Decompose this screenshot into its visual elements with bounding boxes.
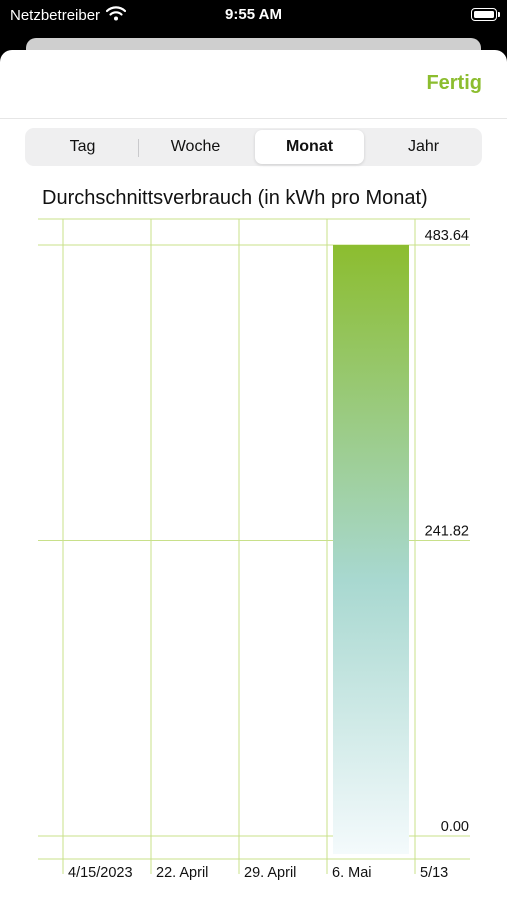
y-tick-label: 241.82	[425, 524, 469, 540]
carrier-label: Netzbetreiber	[10, 7, 101, 24]
nav-bar: Fertig	[0, 50, 507, 119]
x-tick-label: 22. April	[156, 865, 208, 881]
status-left: Netzbetreiber	[10, 6, 127, 25]
segment-jahr[interactable]: Jahr	[407, 138, 440, 155]
x-tick-label: 29. April	[244, 865, 296, 881]
y-tick-label: 483.64	[425, 228, 469, 244]
x-tick-label: 4/15/2023	[68, 865, 133, 881]
wifi-icon	[105, 6, 127, 25]
segment-monat[interactable]: Monat	[255, 130, 364, 164]
period-segmented-control: Tag Woche Monat Jahr	[25, 128, 482, 166]
x-tick-label: 5/13	[420, 865, 448, 881]
x-tick-label: 6. Mai	[332, 865, 372, 881]
modal-sheet: Fertig Tag Woche Monat Jahr Durchschnitt…	[0, 50, 507, 900]
segment-divider	[138, 139, 139, 157]
chart-title: Durchschnittsverbrauch (in kWh pro Monat…	[42, 187, 428, 209]
done-button[interactable]: Fertig	[426, 72, 482, 94]
status-bar: Netzbetreiber 9:55 AM	[0, 0, 507, 34]
bar[interactable]	[333, 245, 409, 854]
y-tick-label: 0.00	[441, 819, 469, 835]
status-time: 9:55 AM	[225, 6, 282, 23]
segment-woche[interactable]: Woche	[170, 138, 221, 155]
battery-icon	[471, 8, 500, 21]
segment-tag[interactable]: Tag	[69, 138, 96, 155]
